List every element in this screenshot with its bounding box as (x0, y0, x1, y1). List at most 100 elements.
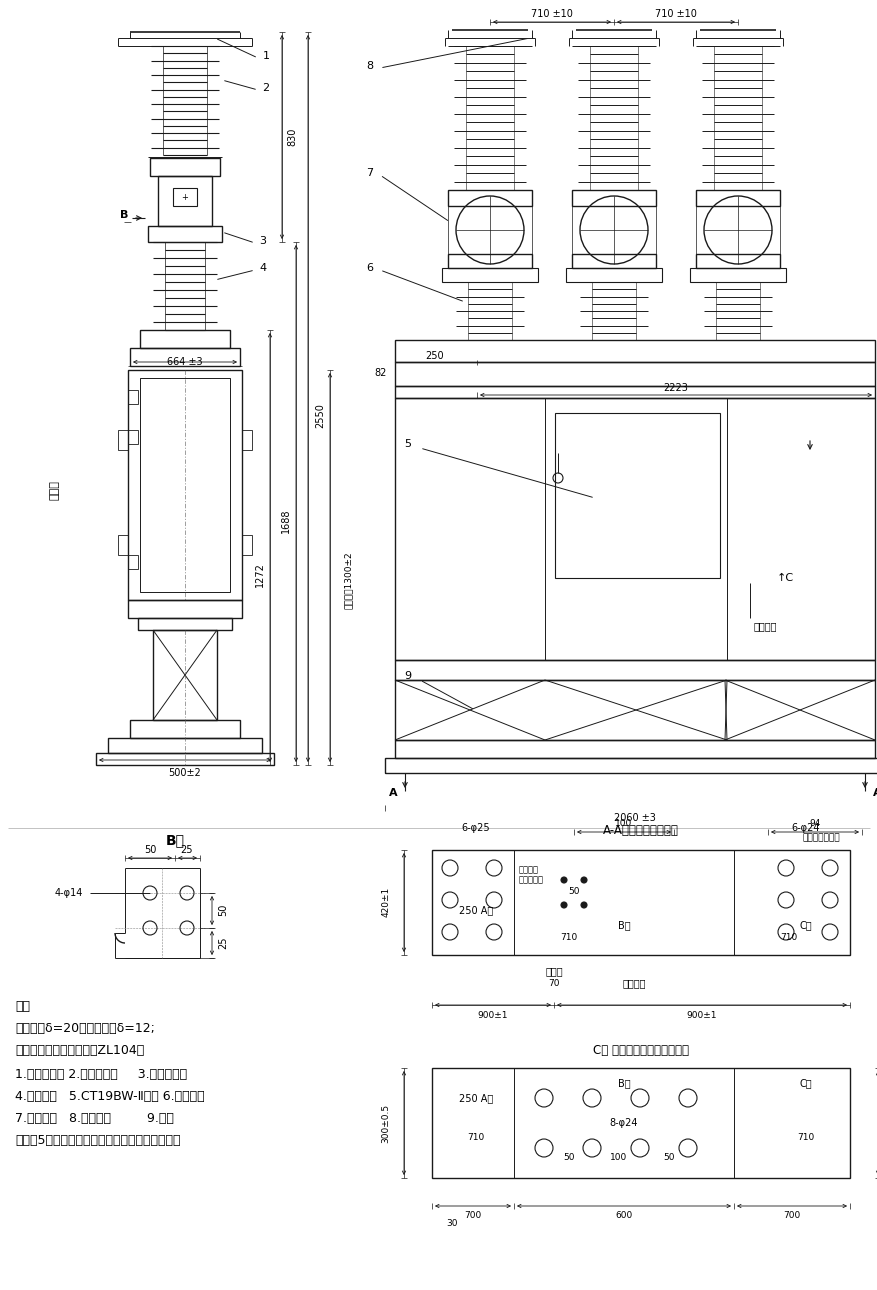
Text: 4.绝缘拉杆   5.CT19BW-Ⅱ机构 6.支柱瓷瓶: 4.绝缘拉杆 5.CT19BW-Ⅱ机构 6.支柱瓷瓶 (15, 1090, 204, 1103)
Bar (431, 1068, 849, 1178)
Text: 上出线端δ=20；下出线端δ=12;: 上出线端δ=20；下出线端δ=12; (15, 1022, 154, 1035)
Text: 4: 4 (259, 263, 267, 273)
Bar (128, 430, 138, 444)
Text: A: A (872, 788, 877, 799)
Text: 上下出线端材料均为铸铝ZL104。: 上下出线端材料均为铸铝ZL104。 (15, 1044, 144, 1057)
Text: 操作面: 操作面 (545, 966, 562, 977)
Text: 8-φ24: 8-φ24 (609, 1118, 638, 1127)
Bar (395, 399, 874, 660)
Text: 2223: 2223 (663, 383, 688, 393)
Text: 420±1: 420±1 (381, 888, 390, 917)
Bar (447, 254, 531, 268)
Text: 2550: 2550 (315, 404, 324, 428)
Text: +: + (182, 192, 189, 201)
Text: 50: 50 (144, 845, 156, 855)
Bar (395, 341, 874, 362)
Text: 1: 1 (262, 52, 269, 61)
Text: B向: B向 (165, 833, 184, 848)
Text: 600: 600 (615, 1211, 632, 1220)
Text: 6-φ25: 6-φ25 (461, 823, 489, 833)
Bar (566, 268, 661, 283)
Text: 250 A相: 250 A相 (459, 1093, 493, 1103)
Bar (128, 600, 242, 618)
Bar (158, 175, 211, 226)
Text: A: A (389, 788, 397, 799)
Circle shape (560, 877, 567, 882)
Text: 7: 7 (366, 168, 373, 178)
Circle shape (560, 902, 567, 908)
Text: 1.上进线端子 2.灭弧室瓷瓶     3.下出线端子: 1.上进线端子 2.灭弧室瓷瓶 3.下出线端子 (15, 1068, 187, 1081)
Text: 2060 ±3: 2060 ±3 (613, 813, 655, 823)
Bar (139, 378, 230, 592)
Text: 700: 700 (464, 1211, 481, 1220)
Text: 700: 700 (782, 1211, 800, 1220)
Circle shape (581, 902, 587, 908)
Bar (695, 206, 779, 254)
Bar (571, 206, 655, 254)
Text: 900±1: 900±1 (686, 1010, 717, 1019)
Bar (447, 190, 531, 206)
Text: 94: 94 (809, 819, 820, 828)
Bar (395, 660, 874, 680)
Text: 70: 70 (547, 979, 560, 988)
Text: 50: 50 (563, 1153, 574, 1162)
Text: 1272: 1272 (254, 562, 265, 587)
Text: 注：序5机构安装位置内装二次元件及二次端子。: 注：序5机构安装位置内装二次元件及二次端子。 (15, 1134, 181, 1147)
Text: 710: 710 (780, 934, 796, 943)
Text: 基础中心: 基础中心 (622, 978, 645, 988)
Bar (242, 430, 252, 450)
Bar (571, 190, 655, 206)
Circle shape (581, 877, 587, 882)
Text: 电缆引出: 电缆引出 (752, 620, 776, 631)
Bar (395, 362, 874, 386)
Text: B相: B相 (617, 1078, 630, 1087)
Bar (554, 413, 719, 578)
Bar (148, 226, 222, 243)
Text: 4-φ14: 4-φ14 (54, 888, 83, 898)
Text: 100: 100 (615, 819, 632, 828)
Bar (447, 206, 531, 254)
Bar (138, 618, 232, 630)
Text: 664 ±3: 664 ±3 (167, 357, 203, 366)
Text: 100: 100 (610, 1153, 627, 1162)
Text: 710 ±10: 710 ±10 (531, 9, 573, 19)
Text: 250 A相: 250 A相 (459, 906, 493, 915)
Bar (130, 720, 239, 738)
Bar (128, 390, 138, 404)
Bar (153, 630, 217, 720)
Bar (395, 386, 874, 399)
Bar (242, 535, 252, 555)
Text: C相: C相 (799, 920, 811, 930)
Bar (96, 753, 274, 765)
Text: 500±2: 500±2 (168, 768, 201, 778)
Text: 30: 30 (446, 1219, 457, 1228)
Text: 电缆引出
孔投影位置: 电缆引出 孔投影位置 (518, 866, 544, 885)
Text: 注：: 注： (15, 1000, 30, 1013)
Text: 6: 6 (366, 263, 373, 273)
Text: 绝缘支架1300±2: 绝缘支架1300±2 (343, 551, 352, 609)
Text: 710: 710 (467, 1134, 484, 1143)
Text: 3: 3 (260, 236, 267, 246)
Bar (695, 254, 779, 268)
Text: 1688: 1688 (281, 508, 290, 533)
Text: 830: 830 (287, 128, 296, 146)
Text: 300±0.5: 300±0.5 (381, 1103, 390, 1143)
Text: 6-φ24: 6-φ24 (791, 823, 819, 833)
Text: 地脚螺栓连接孔: 地脚螺栓连接孔 (802, 833, 839, 842)
Text: 250: 250 (425, 351, 444, 361)
Bar (395, 740, 874, 759)
Text: 900±1: 900±1 (477, 1010, 508, 1019)
Text: 9: 9 (404, 671, 411, 681)
Text: 710 ±10: 710 ±10 (654, 9, 696, 19)
Text: 50: 50 (217, 904, 228, 916)
Text: A-A与基础连接位置图: A-A与基础连接位置图 (602, 823, 678, 836)
Text: 710: 710 (560, 934, 577, 943)
Text: B相: B相 (617, 920, 630, 930)
Text: 2: 2 (262, 83, 269, 93)
Bar (128, 370, 242, 600)
Text: 50: 50 (662, 1153, 674, 1162)
Text: B: B (119, 210, 128, 221)
Bar (384, 759, 877, 773)
Text: 25: 25 (181, 845, 193, 855)
Bar (139, 330, 230, 348)
